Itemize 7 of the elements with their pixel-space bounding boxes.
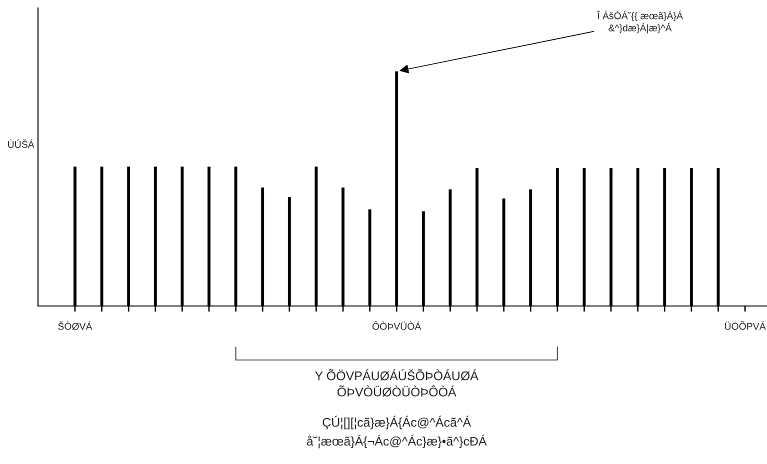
text: ÇÚ¦[][¦cã}æ}Á{Ác@^Ácã^Á å˘¦æœã}Á{¬Ác@^Ác}æ}•ã^}cÐÁ [306,416,487,448]
y-axis-title: ÙÚŠÁ [8,139,34,148]
annotation: Î ÁšÓÁ˘{{ æœã}Á}Á &^}dæ}Á|æ}^Á [596,10,683,34]
text: Y ÕÖVPÁUØÁÚŠÕÞÒÁUØÁ ÕÞVÒÜØÒÜÒÞÔÒÁ [315,369,478,397]
x-tick-label: ÜÖÕPVÁ [724,321,766,330]
x-tick-label: ŠÒØVÁ [58,321,92,330]
x-tick-label: ÔÒÞVÜÒÁ [372,321,422,330]
